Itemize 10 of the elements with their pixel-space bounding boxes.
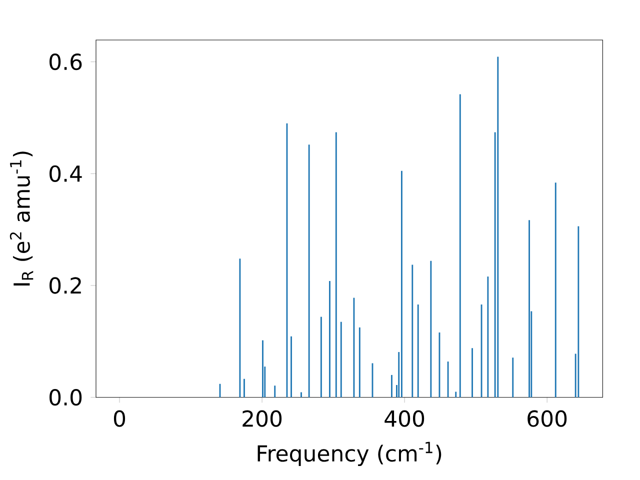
y-tick-label: 0.0: [50, 389, 82, 406]
x-tick-label: 400: [384, 410, 424, 427]
x-tick-label: 0: [114, 410, 126, 427]
x-tick-label: 600: [528, 410, 567, 427]
x-axis-title: Frequency (cm$^{-1}$): [258, 442, 442, 466]
y-tick-label: 0.2: [50, 277, 81, 294]
y-axis-title: I$_{R}$ (e$^{2}$ amu$^{-1}$): [10, 152, 34, 286]
y-tick-label: 0.4: [50, 165, 82, 182]
x-tick-label: 200: [242, 410, 282, 427]
y-tick-label: 0.6: [50, 53, 82, 70]
